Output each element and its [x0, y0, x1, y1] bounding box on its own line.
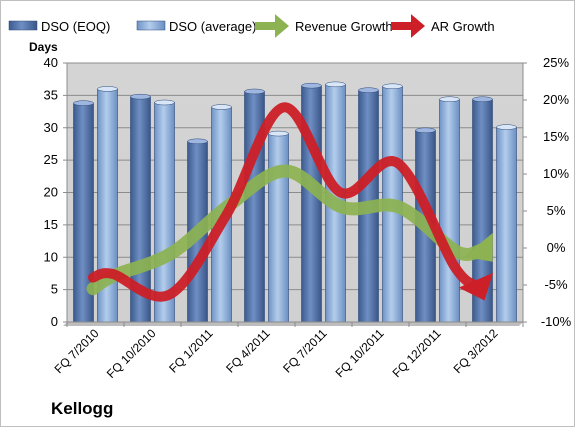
bar-cap — [415, 127, 436, 134]
x-tick-label: FQ 10/2011 — [333, 326, 387, 380]
y-left-tick-label: 0 — [51, 314, 58, 329]
y-left-tick-label: 40 — [44, 55, 58, 70]
bar-cap — [472, 96, 493, 103]
x-tick-label: FQ 7/2010 — [52, 326, 102, 376]
x-tick-label: FQ 3/2012 — [451, 326, 501, 376]
bar-cap — [244, 88, 265, 95]
legend-dso-eoq-label: DSO (EOQ) — [41, 19, 110, 34]
y-right-tick-label: 25% — [543, 55, 569, 70]
y-left-tick-label: 20 — [44, 185, 58, 200]
bar-cap — [73, 100, 94, 106]
plot-floor — [63, 322, 523, 326]
bar-cap — [211, 104, 232, 110]
ar-growth-line-arrowhead — [458, 272, 494, 301]
y-left-tick-label: 30 — [44, 120, 58, 135]
x-tick-label: FQ 12/2011 — [390, 326, 444, 380]
y-right-tick-label: 10% — [543, 166, 569, 181]
bar-cap — [382, 83, 403, 90]
bar-cap — [154, 99, 175, 106]
y-right-tick-label: -10% — [541, 314, 572, 329]
bar-cap — [325, 81, 346, 88]
bar-cap — [97, 86, 118, 92]
y-left-tick-label: 5 — [51, 282, 58, 297]
legend-revenue-growth-label: Revenue Growth — [295, 19, 393, 34]
y-left-axis-label: Days — [29, 40, 58, 54]
y-left-tick-label: 15 — [44, 217, 58, 232]
y-left-tick-label: 35 — [44, 87, 58, 102]
x-tick-label: FQ 7/2011 — [280, 326, 330, 376]
revenue-growth-line-arrowhead — [464, 232, 493, 262]
ar-growth-line — [88, 102, 484, 302]
y-left-tick-label: 25 — [44, 152, 58, 167]
y-right-tick-label: 0% — [547, 240, 566, 255]
legend-ar-growth-arrowhead — [411, 14, 425, 38]
x-tick-label: FQ 4/2011 — [223, 326, 273, 376]
bar-dso-average — [268, 133, 289, 323]
legend-ar-growth-label: AR Growth — [431, 19, 495, 34]
legend-revenue-growth-arrowhead — [275, 14, 289, 38]
legend-dso-average-label: DSO (average) — [169, 19, 256, 34]
y-right-tick-label: 15% — [543, 129, 569, 144]
bar-cap — [439, 96, 460, 103]
x-tick-label: FQ 1/2011 — [166, 326, 216, 376]
company-name: Kellogg — [51, 399, 114, 418]
y-right-tick-label: -5% — [544, 277, 568, 292]
bar-cap — [358, 87, 379, 93]
bar-dso-average — [439, 98, 460, 323]
bar-dso-average — [496, 126, 517, 323]
bar-cap — [496, 124, 517, 130]
legend-dso-eoq-swatch — [8, 20, 38, 31]
bar-cap — [187, 138, 208, 145]
bar-cap — [130, 93, 151, 100]
y-left-tick-label: 10 — [44, 249, 58, 264]
bar-cap — [301, 82, 322, 89]
y-right-tick-label: 20% — [543, 92, 569, 107]
y-right-tick-label: 5% — [547, 203, 566, 218]
bar-cap — [268, 130, 289, 137]
legend-dso-average-swatch — [136, 20, 166, 31]
x-tick-label: FQ 10/2010 — [104, 326, 159, 381]
